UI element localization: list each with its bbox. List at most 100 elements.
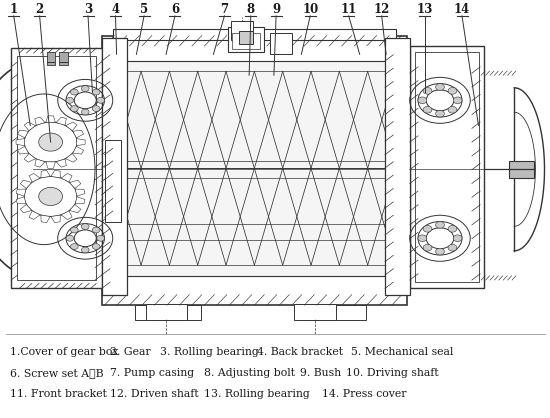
Text: 7: 7 bbox=[221, 3, 228, 16]
Text: 4. Back bracket: 4. Back bracket bbox=[257, 347, 343, 357]
Circle shape bbox=[418, 97, 427, 104]
Polygon shape bbox=[46, 162, 56, 168]
Polygon shape bbox=[70, 180, 81, 189]
Circle shape bbox=[436, 110, 444, 117]
Circle shape bbox=[418, 235, 427, 242]
Polygon shape bbox=[20, 204, 31, 213]
Circle shape bbox=[97, 97, 104, 103]
Circle shape bbox=[448, 245, 457, 251]
Text: 5. Mechanical seal: 5. Mechanical seal bbox=[351, 347, 453, 357]
Text: 6: 6 bbox=[171, 3, 179, 16]
Polygon shape bbox=[76, 138, 85, 146]
Circle shape bbox=[70, 244, 78, 250]
Polygon shape bbox=[16, 197, 26, 204]
Circle shape bbox=[436, 84, 444, 90]
Circle shape bbox=[81, 224, 89, 229]
Bar bbox=[3, 15, 547, 336]
Bar bbox=[410, 46, 484, 288]
Polygon shape bbox=[24, 122, 77, 162]
Circle shape bbox=[453, 235, 462, 242]
Polygon shape bbox=[39, 133, 63, 151]
Bar bbox=[59, 52, 68, 65]
Polygon shape bbox=[41, 170, 50, 178]
Text: 2. Gear: 2. Gear bbox=[110, 347, 151, 357]
Text: 13. Rolling bearing: 13. Rolling bearing bbox=[204, 389, 309, 399]
Text: 10. Driving shaft: 10. Driving shaft bbox=[346, 368, 439, 378]
Polygon shape bbox=[29, 211, 40, 219]
Text: 8. Adjusting bolt: 8. Adjusting bolt bbox=[204, 368, 294, 378]
Text: 13: 13 bbox=[416, 3, 433, 16]
Polygon shape bbox=[35, 159, 45, 167]
Bar bbox=[102, 36, 407, 305]
Polygon shape bbox=[73, 130, 84, 138]
Polygon shape bbox=[75, 197, 85, 204]
Text: 11: 11 bbox=[340, 3, 357, 16]
Circle shape bbox=[70, 227, 78, 233]
Polygon shape bbox=[65, 153, 77, 162]
Text: 5: 5 bbox=[140, 3, 148, 16]
Text: 1.Cover of gear box: 1.Cover of gear box bbox=[10, 347, 118, 357]
Bar bbox=[16, 56, 96, 280]
Circle shape bbox=[92, 244, 100, 250]
Text: 6. Screw set A、B: 6. Screw set A、B bbox=[10, 368, 103, 378]
Bar bbox=[232, 33, 260, 49]
Text: 12. Driven shaft: 12. Driven shaft bbox=[110, 389, 199, 399]
Text: 4: 4 bbox=[112, 3, 119, 16]
Circle shape bbox=[81, 247, 89, 253]
Text: 3: 3 bbox=[84, 3, 92, 16]
Bar bbox=[415, 52, 478, 282]
Circle shape bbox=[97, 235, 104, 241]
Text: 1: 1 bbox=[10, 3, 18, 16]
Text: 14. Press cover: 14. Press cover bbox=[322, 389, 406, 399]
Bar bbox=[135, 305, 201, 320]
Polygon shape bbox=[16, 189, 26, 196]
Polygon shape bbox=[56, 159, 67, 167]
Text: 14: 14 bbox=[454, 3, 470, 16]
Text: 8: 8 bbox=[247, 3, 255, 16]
Circle shape bbox=[66, 97, 74, 103]
Polygon shape bbox=[514, 88, 544, 251]
Text: 9. Bush: 9. Bush bbox=[300, 368, 341, 378]
Bar bbox=[270, 33, 292, 54]
Polygon shape bbox=[73, 146, 84, 154]
Polygon shape bbox=[35, 117, 45, 125]
Circle shape bbox=[436, 248, 444, 255]
Bar bbox=[113, 61, 396, 276]
Polygon shape bbox=[65, 122, 77, 131]
Circle shape bbox=[423, 87, 432, 94]
Polygon shape bbox=[0, 59, 120, 280]
Text: 11. Front bracket: 11. Front bracket bbox=[10, 389, 107, 399]
Polygon shape bbox=[61, 211, 72, 219]
Circle shape bbox=[81, 86, 89, 92]
Polygon shape bbox=[41, 215, 50, 223]
Circle shape bbox=[423, 225, 432, 232]
Polygon shape bbox=[39, 187, 63, 206]
Bar bbox=[228, 27, 264, 52]
Bar bbox=[102, 38, 126, 295]
Polygon shape bbox=[18, 130, 29, 138]
Circle shape bbox=[81, 109, 89, 115]
Bar bbox=[239, 31, 253, 44]
Circle shape bbox=[92, 106, 100, 112]
Polygon shape bbox=[51, 215, 60, 223]
Circle shape bbox=[92, 227, 100, 233]
Polygon shape bbox=[69, 204, 81, 213]
Bar bbox=[104, 140, 121, 222]
Circle shape bbox=[70, 106, 78, 112]
Bar bbox=[231, 21, 253, 40]
Circle shape bbox=[423, 245, 432, 251]
Circle shape bbox=[448, 225, 457, 232]
Polygon shape bbox=[20, 180, 32, 189]
Bar bbox=[11, 48, 102, 288]
Text: 3. Rolling bearing: 3. Rolling bearing bbox=[160, 347, 258, 357]
Bar bbox=[47, 52, 55, 65]
Polygon shape bbox=[75, 189, 85, 196]
Text: 9: 9 bbox=[272, 3, 280, 16]
Polygon shape bbox=[24, 153, 36, 162]
Bar bbox=[385, 38, 410, 295]
Polygon shape bbox=[56, 117, 67, 125]
Text: 7. Pump casing: 7. Pump casing bbox=[110, 368, 194, 378]
Circle shape bbox=[448, 87, 457, 94]
Text: 2: 2 bbox=[35, 3, 43, 16]
Polygon shape bbox=[51, 170, 60, 178]
